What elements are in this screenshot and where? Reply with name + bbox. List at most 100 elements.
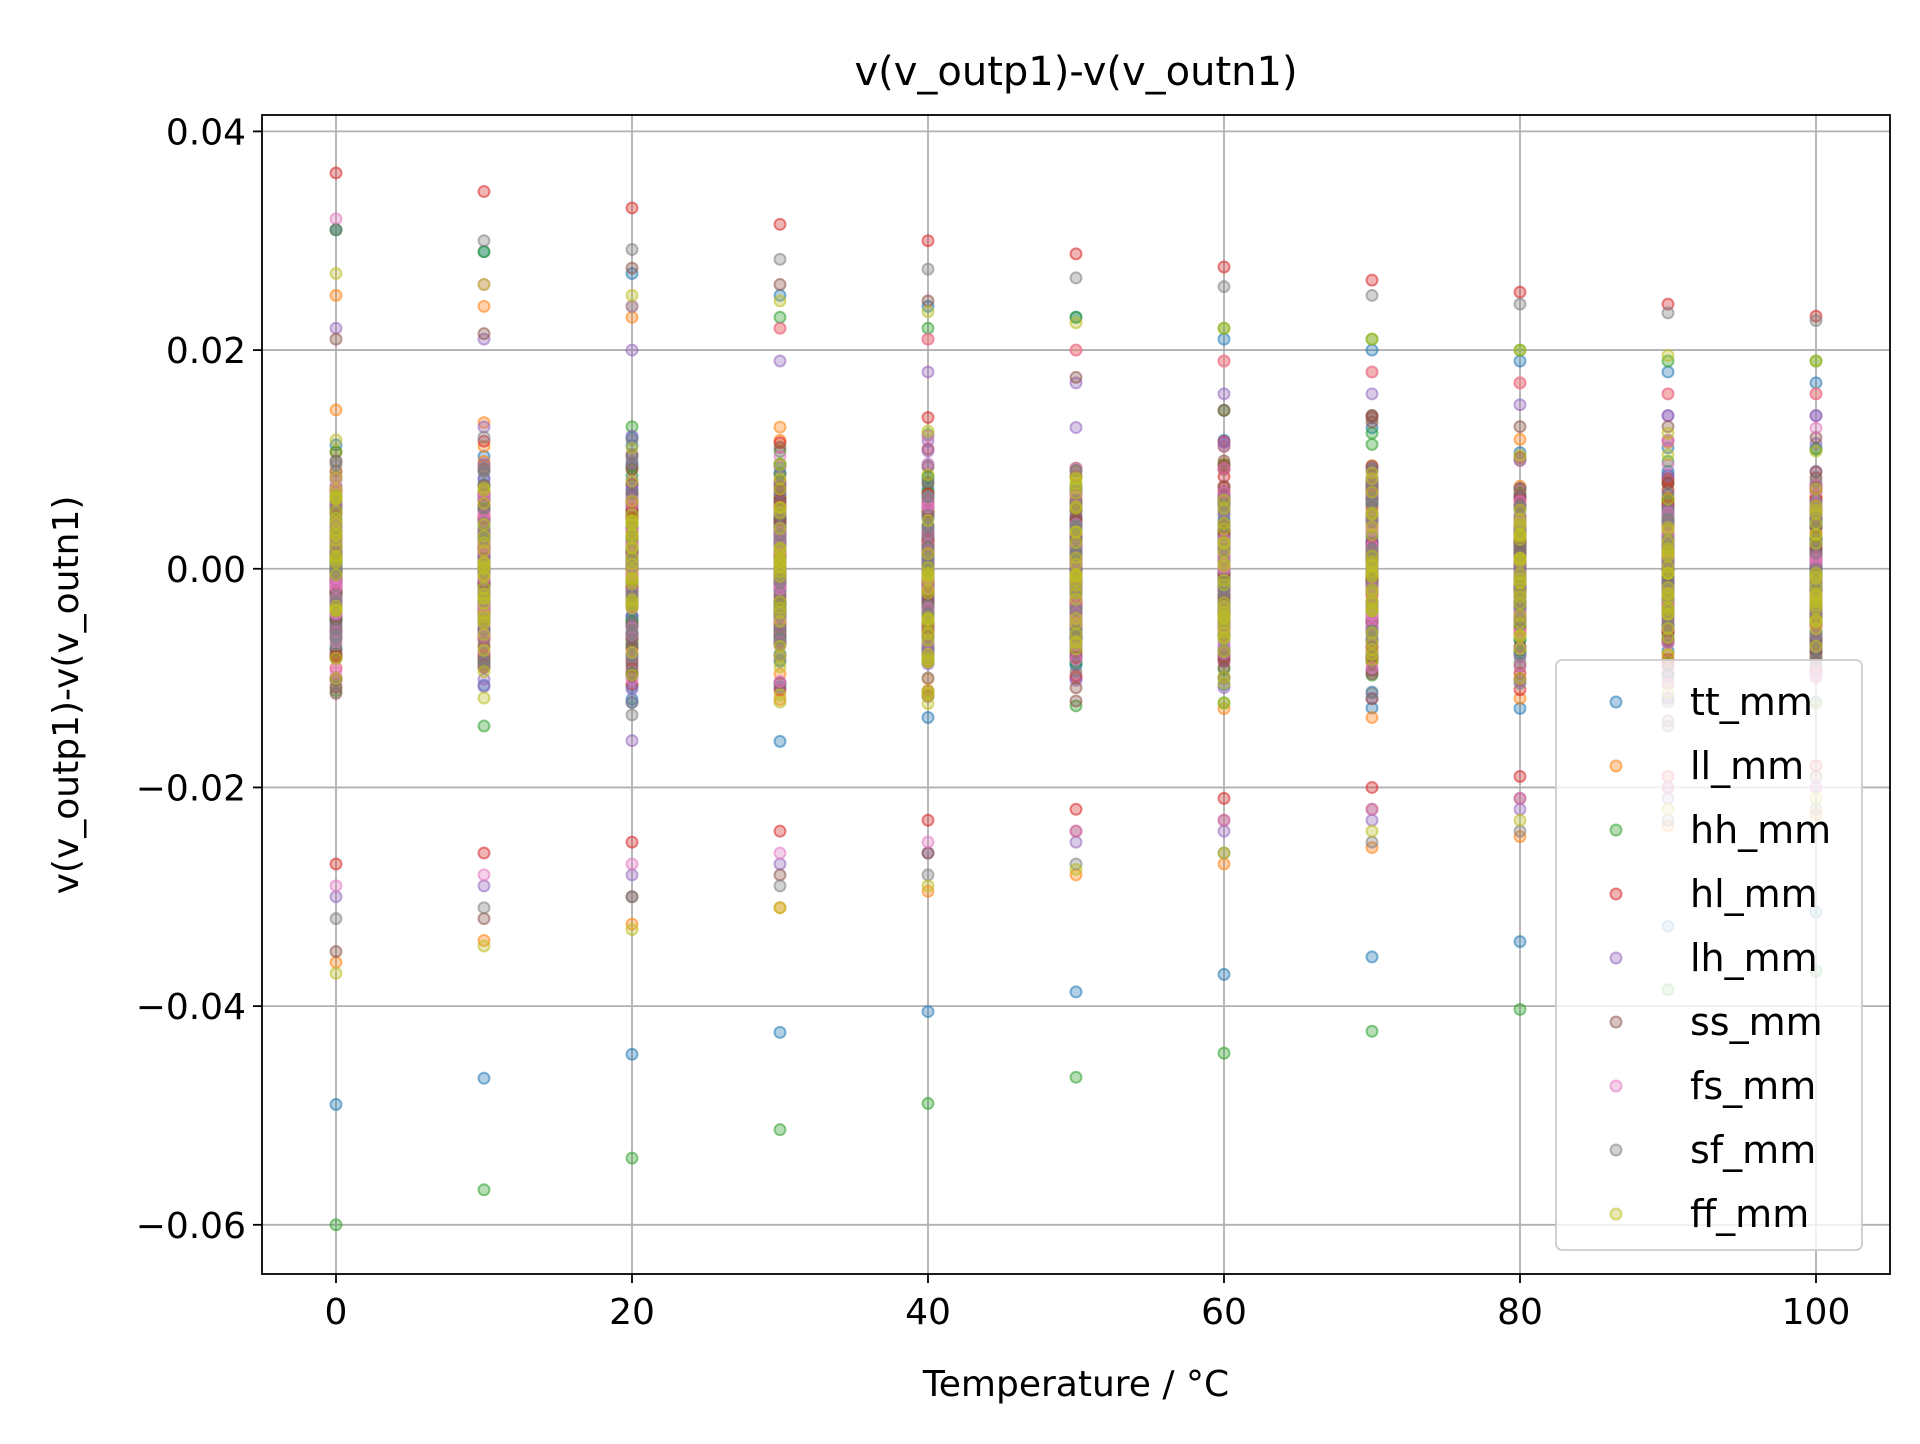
data-point bbox=[1809, 503, 1823, 517]
data-point bbox=[773, 734, 787, 748]
data-point bbox=[921, 321, 935, 335]
data-point bbox=[1217, 630, 1231, 644]
data-point bbox=[625, 551, 639, 565]
data-point bbox=[773, 674, 787, 688]
data-point bbox=[625, 242, 639, 256]
data-point bbox=[773, 217, 787, 231]
data-point bbox=[1809, 482, 1823, 496]
data-point bbox=[625, 1151, 639, 1165]
data-point bbox=[625, 868, 639, 882]
data-point bbox=[625, 708, 639, 722]
data-point bbox=[921, 710, 935, 724]
data-point bbox=[773, 506, 787, 520]
data-point bbox=[1365, 835, 1379, 849]
data-point bbox=[1217, 462, 1231, 476]
data-point bbox=[1513, 297, 1527, 311]
data-point bbox=[477, 912, 491, 926]
data-point bbox=[329, 433, 343, 447]
data-point bbox=[625, 299, 639, 313]
x-axis-label: Temperature / °C bbox=[922, 1364, 1229, 1405]
data-point bbox=[625, 857, 639, 871]
data-point bbox=[477, 185, 491, 199]
data-point bbox=[921, 599, 935, 613]
legend-label: hl_mm bbox=[1690, 872, 1818, 916]
data-point bbox=[1069, 586, 1083, 600]
data-point bbox=[329, 966, 343, 980]
data-point bbox=[1365, 813, 1379, 827]
data-point bbox=[1365, 332, 1379, 346]
data-point bbox=[1513, 420, 1527, 434]
data-point bbox=[1069, 681, 1083, 695]
data-point bbox=[1809, 387, 1823, 401]
data-point bbox=[1661, 306, 1675, 320]
data-point bbox=[1069, 500, 1083, 514]
data-point bbox=[625, 288, 639, 302]
data-point bbox=[921, 305, 935, 319]
data-point bbox=[1513, 532, 1527, 546]
y-tick-label: 0.00 bbox=[166, 550, 246, 591]
data-point bbox=[1217, 596, 1231, 610]
legend-label: fs_mm bbox=[1690, 1064, 1816, 1108]
data-point bbox=[1513, 672, 1527, 686]
data-point bbox=[773, 1025, 787, 1039]
data-point bbox=[1661, 631, 1675, 645]
x-tick-label: 60 bbox=[1201, 1292, 1247, 1333]
data-point bbox=[1069, 343, 1083, 357]
data-point bbox=[921, 424, 935, 438]
legend-label: ss_mm bbox=[1690, 1000, 1823, 1044]
data-point bbox=[477, 581, 491, 595]
data-point bbox=[329, 1098, 343, 1112]
data-point bbox=[1365, 472, 1379, 486]
data-point bbox=[773, 472, 787, 486]
y-axis-label: v(v_outp1)-v(v_outn1) bbox=[46, 496, 87, 895]
data-point bbox=[1217, 280, 1231, 294]
data-point bbox=[625, 668, 639, 682]
data-point bbox=[1661, 365, 1675, 379]
data-point bbox=[625, 343, 639, 357]
data-point bbox=[625, 261, 639, 275]
data-point bbox=[921, 868, 935, 882]
data-point bbox=[625, 474, 639, 488]
data-point bbox=[1217, 616, 1231, 630]
data-point bbox=[1365, 273, 1379, 287]
data-point bbox=[1365, 411, 1379, 425]
data-point bbox=[625, 601, 639, 615]
data-point bbox=[477, 234, 491, 248]
data-point bbox=[773, 824, 787, 838]
data-point bbox=[1217, 813, 1231, 827]
data-point bbox=[1513, 343, 1527, 357]
data-point bbox=[477, 430, 491, 444]
data-point bbox=[477, 1071, 491, 1085]
legend-marker bbox=[1609, 695, 1623, 709]
data-point bbox=[1217, 501, 1231, 515]
data-point bbox=[329, 651, 343, 665]
data-point bbox=[329, 604, 343, 618]
data-point bbox=[329, 1218, 343, 1232]
data-point bbox=[1069, 551, 1083, 565]
data-point bbox=[1513, 824, 1527, 838]
data-point bbox=[477, 664, 491, 678]
data-point bbox=[1513, 659, 1527, 673]
data-point bbox=[921, 1096, 935, 1110]
data-point bbox=[773, 649, 787, 663]
data-point bbox=[921, 468, 935, 482]
data-point bbox=[773, 420, 787, 434]
data-point bbox=[329, 488, 343, 502]
data-point bbox=[1809, 527, 1823, 541]
data-point bbox=[329, 672, 343, 686]
data-point bbox=[773, 1123, 787, 1137]
y-tick-label: 0.04 bbox=[166, 112, 246, 153]
data-point bbox=[625, 201, 639, 215]
data-point bbox=[329, 568, 343, 582]
data-point bbox=[1365, 802, 1379, 816]
data-point bbox=[1365, 583, 1379, 597]
data-point bbox=[773, 277, 787, 291]
data-point bbox=[1069, 247, 1083, 261]
data-point bbox=[1217, 696, 1231, 710]
scatter-points bbox=[329, 166, 1823, 1232]
data-point bbox=[477, 868, 491, 882]
data-point bbox=[1365, 437, 1379, 451]
data-point bbox=[921, 365, 935, 379]
data-point bbox=[1365, 387, 1379, 401]
